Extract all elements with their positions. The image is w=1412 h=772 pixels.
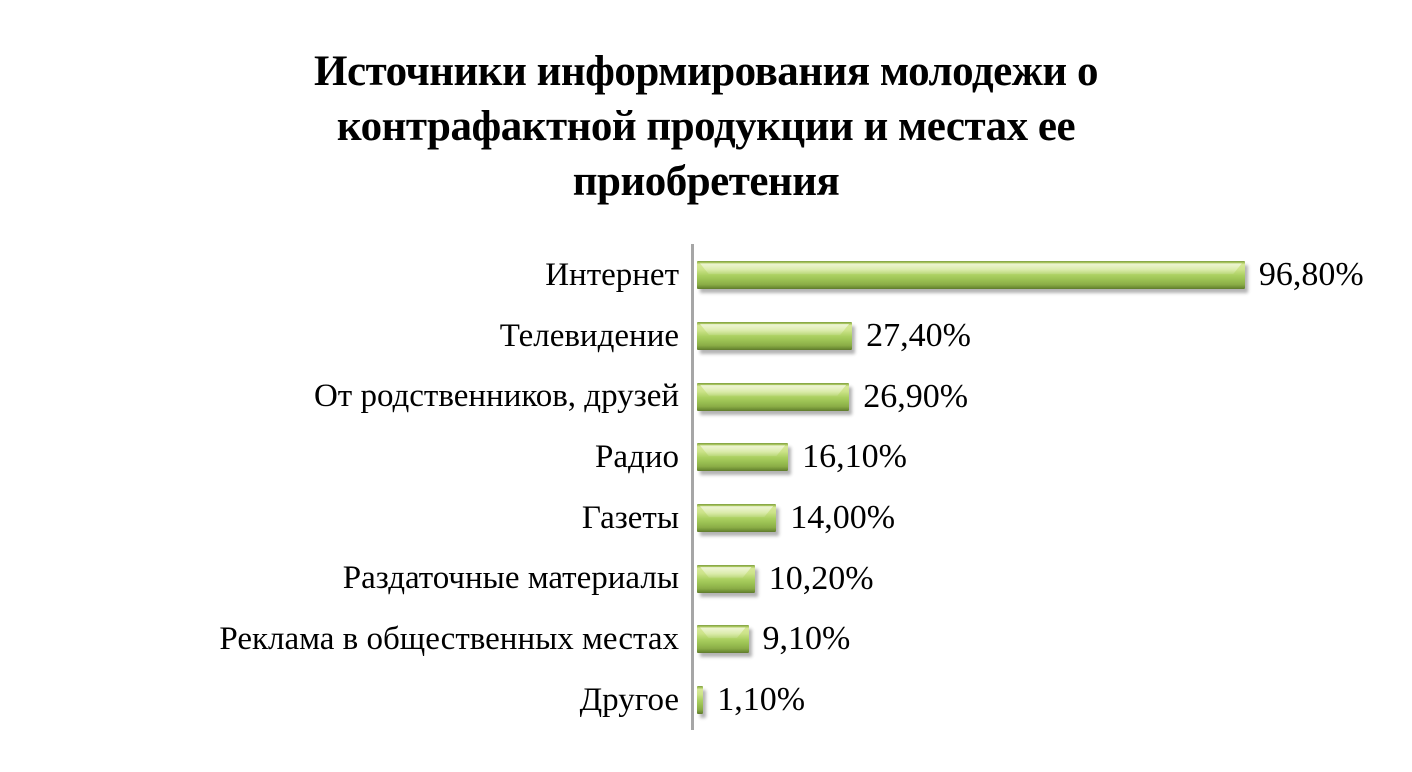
category-label: Реклама в общественных местах: [219, 620, 679, 657]
category-label: Раздаточные материалы: [342, 560, 679, 597]
bar-bevel-highlight: [700, 445, 785, 456]
bar-bevel-highlight: [700, 324, 849, 335]
category-label: Другое: [579, 681, 679, 718]
chart-title-line-2: контрафактной продукции и местах ее: [336, 103, 1076, 150]
data-bar: [697, 686, 704, 715]
chart-title-line-3: приобретения: [572, 158, 840, 205]
category-label: Радио: [595, 438, 679, 475]
value-label: 96,80%: [1258, 256, 1364, 294]
bar-zone: 27,40%: [679, 319, 1412, 353]
bar-bevel-highlight: [700, 567, 752, 578]
bar-zone: 1,10%: [679, 683, 1412, 717]
data-bar: [697, 261, 1245, 290]
value-label: 14,00%: [790, 499, 896, 537]
chart-row: Газеты 14,00%: [0, 488, 1412, 549]
bar-bevel-highlight: [700, 627, 746, 638]
chart-rows: Интернет 96,80% Телевидение 27,40% От родств…: [0, 245, 1412, 731]
bar-zone: 10,20%: [679, 559, 1412, 597]
category-label: От родственников, друзей: [313, 378, 679, 415]
category-label: Газеты: [581, 499, 679, 536]
category-axis-line: [691, 244, 694, 730]
data-bar: [697, 443, 789, 472]
chart-row: Раздаточные материалы 10,20%: [0, 548, 1412, 609]
value-label: 26,90%: [863, 377, 969, 415]
data-bar: [697, 322, 853, 351]
chart-row: Реклама в общественных местах 9,10%: [0, 609, 1412, 670]
value-label: 10,20%: [768, 559, 874, 597]
bar-zone: 96,80%: [679, 258, 1412, 292]
bar-bevel-highlight: [700, 263, 1242, 274]
chart-title: Источники информирования молодежи о конт…: [106, 44, 1306, 209]
value-label: 1,10%: [717, 681, 806, 719]
bar-bevel-highlight: [700, 506, 773, 517]
bar-zone: 9,10%: [679, 622, 1412, 656]
bar-zone: 14,00%: [679, 501, 1412, 535]
chart-row: От родственников, друзей 26,90%: [0, 366, 1412, 427]
data-bar: [697, 382, 850, 411]
category-label: Интернет: [545, 256, 679, 293]
value-label: 16,10%: [802, 438, 907, 476]
value-label: 27,40%: [866, 317, 971, 355]
data-bar: [697, 564, 755, 593]
data-bar: [697, 504, 777, 533]
bar-zone: 16,10%: [679, 440, 1412, 474]
chart-title-line-1: Источники информирования молодежи о: [314, 48, 1098, 95]
value-label: 9,10%: [762, 620, 851, 658]
bar-zone: 26,90%: [679, 377, 1412, 415]
chart-row: Интернет 96,80%: [0, 245, 1412, 306]
bar-bevel-highlight: [700, 385, 846, 396]
chart-row: Другое 1,10%: [0, 670, 1412, 731]
data-bar: [697, 625, 749, 654]
chart-row: Радио 16,10%: [0, 427, 1412, 488]
category-label: Телевидение: [499, 317, 679, 354]
chart-row: Телевидение 27,40%: [0, 306, 1412, 367]
